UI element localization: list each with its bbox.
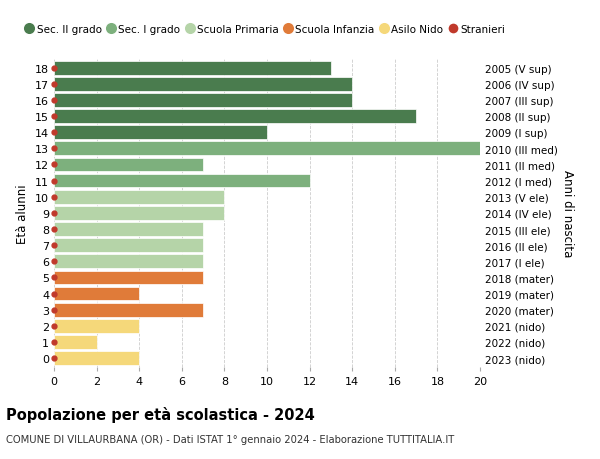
Bar (54, 158, 203, 172)
Bar (54, 62, 331, 75)
Bar (54, 352, 139, 365)
Bar (54, 190, 224, 204)
Bar (54, 78, 352, 91)
Bar (54, 271, 203, 285)
Bar (54, 207, 224, 220)
Bar (54, 255, 203, 269)
Text: COMUNE DI VILLAURBANA (OR) - Dati ISTAT 1° gennaio 2024 - Elaborazione TUTTITALI: COMUNE DI VILLAURBANA (OR) - Dati ISTAT … (6, 434, 454, 444)
Bar (54, 287, 139, 301)
Bar (54, 126, 267, 140)
Bar (54, 319, 139, 333)
Text: Popolazione per età scolastica - 2024: Popolazione per età scolastica - 2024 (6, 406, 315, 422)
Bar (54, 223, 203, 236)
Bar (54, 174, 310, 188)
Bar (54, 94, 352, 107)
Legend: Sec. II grado, Sec. I grado, Scuola Primaria, Scuola Infanzia, Asilo Nido, Stran: Sec. II grado, Sec. I grado, Scuola Prim… (25, 25, 505, 35)
Bar (54, 110, 416, 123)
Bar (54, 239, 203, 252)
Y-axis label: Anni di nascita: Anni di nascita (562, 170, 574, 257)
Bar (54, 303, 203, 317)
Bar (54, 336, 97, 349)
Y-axis label: Età alunni: Età alunni (16, 184, 29, 243)
Bar (54, 142, 480, 156)
